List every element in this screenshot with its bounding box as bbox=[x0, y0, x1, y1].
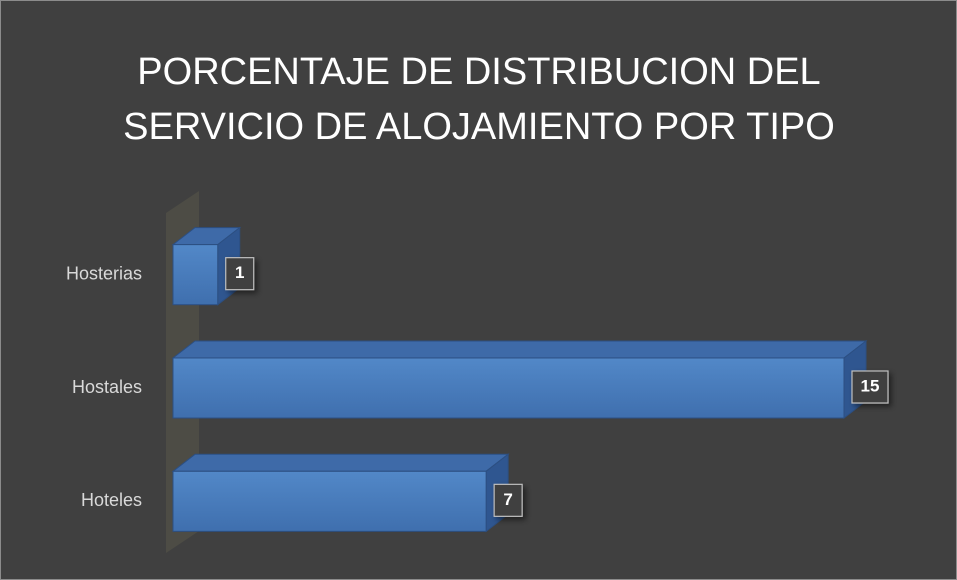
value-label: 7 bbox=[503, 490, 512, 509]
category-label: Hosterias bbox=[66, 263, 142, 283]
category-label: Hostales bbox=[72, 377, 142, 397]
chart-title: PORCENTAJE DE DISTRIBUCION DEL SERVICIO … bbox=[123, 51, 835, 148]
value-label-box bbox=[851, 370, 889, 404]
bar bbox=[172, 244, 219, 306]
bar bbox=[172, 357, 845, 419]
value-label-box bbox=[225, 257, 255, 291]
value-label-box bbox=[493, 483, 523, 517]
bar bbox=[172, 470, 487, 532]
category-label: Hoteles bbox=[81, 490, 142, 510]
bar-top bbox=[171, 453, 510, 472]
value-label: 1 bbox=[235, 263, 244, 282]
value-label: 15 bbox=[861, 376, 880, 395]
bar-top bbox=[171, 340, 868, 359]
